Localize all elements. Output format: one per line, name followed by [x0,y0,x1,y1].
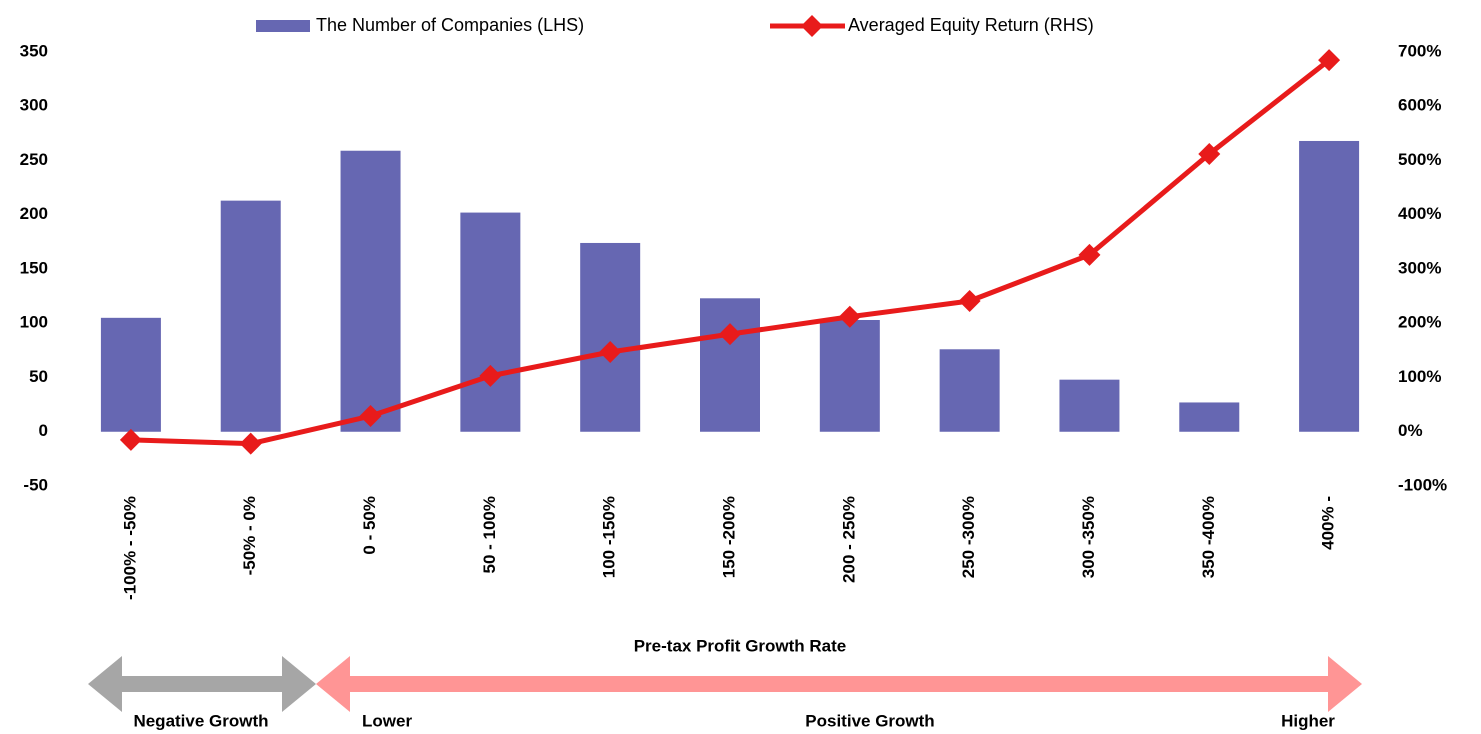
y-tick-label: 100 [20,313,48,332]
y-tick-label: 150 [20,258,48,277]
annotation: Lower [362,711,412,730]
bar [939,349,1000,432]
y2-tick-label: 300% [1398,258,1441,277]
legend-label: The Number of Companies (LHS) [316,15,584,35]
line-marker [958,290,981,313]
line-marker [119,428,142,451]
bar [1299,140,1360,432]
y2-tick-label: -100% [1398,475,1447,494]
x-tick-label: 300 -350% [1079,496,1098,578]
line-marker [1318,49,1341,72]
y-tick-label: 250 [20,150,48,169]
legend-label: Averaged Equity Return (RHS) [848,15,1094,35]
x-tick-label: -50% - 0% [240,496,259,575]
x-tick-label: 200 - 250% [839,496,858,583]
line-marker [1198,142,1221,165]
y-tick-label: 50 [29,367,48,386]
line-marker [359,405,382,428]
x-tick-label: 400% - [1319,496,1338,550]
annotation: Positive Growth [805,711,934,730]
legend-swatch [801,15,823,37]
y-tick-label: 0 [39,421,48,440]
y2-tick-label: 700% [1398,41,1441,60]
y-tick-label: 350 [20,41,48,60]
bar [100,317,161,432]
x-tick-label: 350 -400% [1199,496,1218,578]
x-tick-label: 50 - 100% [480,496,499,574]
bar [580,242,641,432]
y-tick-label: 200 [20,204,48,223]
bar [700,298,760,432]
x-axis-title: Pre-tax Profit Growth Rate [634,636,847,655]
line-marker [239,432,262,455]
x-tick-label: 150 -200% [719,496,738,578]
line-marker [1078,243,1101,266]
bar [220,200,281,432]
x-tick-label: -100% - -50% [120,496,139,600]
x-tick-label: 100 -150% [600,496,619,578]
bar [1179,402,1240,432]
y2-tick-label: 100% [1398,367,1441,386]
y-tick-label: 300 [20,96,48,115]
y2-tick-label: 400% [1398,204,1441,223]
y2-tick-label: 500% [1398,150,1441,169]
bar [1059,379,1120,432]
y-tick-label: -50 [23,475,48,494]
annotation: Negative Growth [133,711,268,730]
bar [819,319,880,432]
y2-tick-label: 0% [1398,421,1423,440]
line-marker [479,364,502,387]
line-marker [838,305,861,328]
line-marker [599,341,622,364]
y2-tick-label: 200% [1398,313,1441,332]
legend-swatch [256,20,310,32]
line-marker [719,323,741,346]
negative-arrow [88,656,316,712]
bar [460,212,521,432]
y2-tick-label: 600% [1398,96,1441,115]
x-tick-label: 250 -300% [959,496,978,578]
x-tick-label: 0 - 50% [360,496,379,555]
bar [340,150,401,432]
annotation: Higher [1281,711,1335,730]
positive-arrow [316,656,1362,712]
